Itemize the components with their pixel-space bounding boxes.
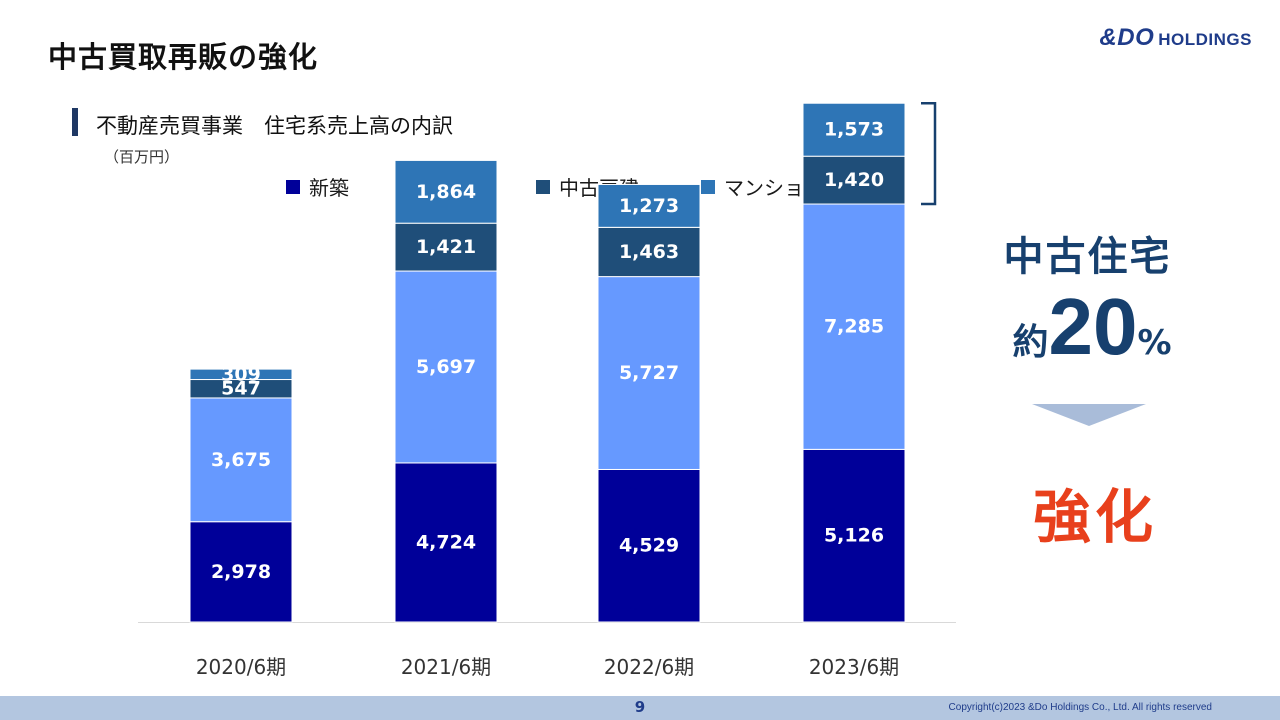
data-label-shinchiku-1: 2,978 — [211, 561, 271, 583]
bar-tochi-3 — [597, 276, 701, 470]
data-label-tochi-4: 7,285 — [824, 316, 884, 338]
section-title: 不動産売買事業 住宅系売上高の内訳 — [96, 114, 453, 138]
data-label-shinchiku-2: 4,724 — [416, 531, 476, 553]
footer-bar: 9 Copyright(c)2023 &Do Holdings Co., Ltd… — [0, 696, 1280, 720]
data-label-mansion-1: 309 — [221, 363, 261, 385]
x-tick-label-1: 2020/6期 — [196, 655, 286, 679]
x-tick-label-4: 2023/6期 — [809, 655, 899, 679]
page-number: 9 — [634, 698, 646, 716]
legend-swatch-shinchiku — [286, 179, 300, 194]
bar-shinchiku-4 — [802, 448, 906, 623]
legend-swatch-chuko-kodate — [536, 179, 550, 194]
data-label-mansion-2: 1,864 — [416, 181, 476, 203]
callout-emphasis: 強化 — [1032, 483, 1157, 551]
data-label-shinchiku-3: 4,529 — [619, 535, 679, 557]
bar-mansion-1 — [189, 368, 293, 381]
callout-suffix: % — [1137, 323, 1172, 363]
legend-swatch-mansion — [701, 179, 715, 194]
callout-prefix: 約 — [1012, 322, 1049, 363]
callout-number: 20 — [1048, 282, 1138, 371]
data-label-mansion-3: 1,273 — [619, 195, 679, 217]
bar-chuko-kodate-4 — [802, 155, 906, 205]
bar-mansion-4 — [802, 102, 906, 157]
bar-tochi-2 — [394, 270, 498, 464]
bar-shinchiku-2 — [394, 462, 498, 623]
data-label-chuko-kodate-4: 1,420 — [824, 169, 884, 191]
company-logo: &DO HOLDINGS — [1099, 24, 1252, 52]
legend-item-shinchiku: 新築 — [286, 172, 349, 201]
logo-mark: &DO — [1099, 24, 1155, 51]
x-tick-label-3: 2022/6期 — [604, 655, 694, 679]
callout-ratio: 約20% — [992, 282, 1192, 372]
bar-mansion-3 — [597, 183, 701, 228]
callout-heading: 中古住宅 — [1003, 234, 1172, 280]
bar-chuko-kodate-3 — [597, 226, 701, 278]
down-arrow-icon — [1032, 404, 1146, 426]
bar-shinchiku-3 — [597, 468, 701, 623]
bar-tochi-1 — [189, 397, 293, 523]
data-label-chuko-kodate-1: 547 — [221, 378, 261, 400]
data-label-mansion-4: 1,573 — [824, 119, 884, 141]
unit-label: （百万円） — [104, 148, 180, 166]
section-marker — [72, 108, 78, 136]
data-label-chuko-kodate-2: 1,421 — [416, 236, 476, 258]
legend-label-shinchiku: 新築 — [309, 176, 349, 200]
bar-shinchiku-1 — [189, 521, 293, 623]
bar-mansion-2 — [394, 159, 498, 224]
data-label-tochi-2: 5,697 — [416, 356, 476, 378]
data-label-tochi-1: 3,675 — [211, 449, 271, 471]
page-title: 中古買取再販の強化 — [48, 40, 319, 74]
copyright-text: Copyright(c)2023 &Do Holdings Co., Ltd. … — [948, 702, 1212, 713]
logo-text: HOLDINGS — [1158, 30, 1252, 49]
data-label-chuko-kodate-3: 1,463 — [619, 241, 679, 263]
data-label-shinchiku-4: 5,126 — [824, 525, 884, 547]
used-housing-bracket — [921, 101, 937, 206]
x-tick-label-2: 2021/6期 — [401, 655, 491, 679]
data-label-tochi-3: 5,727 — [619, 362, 679, 384]
